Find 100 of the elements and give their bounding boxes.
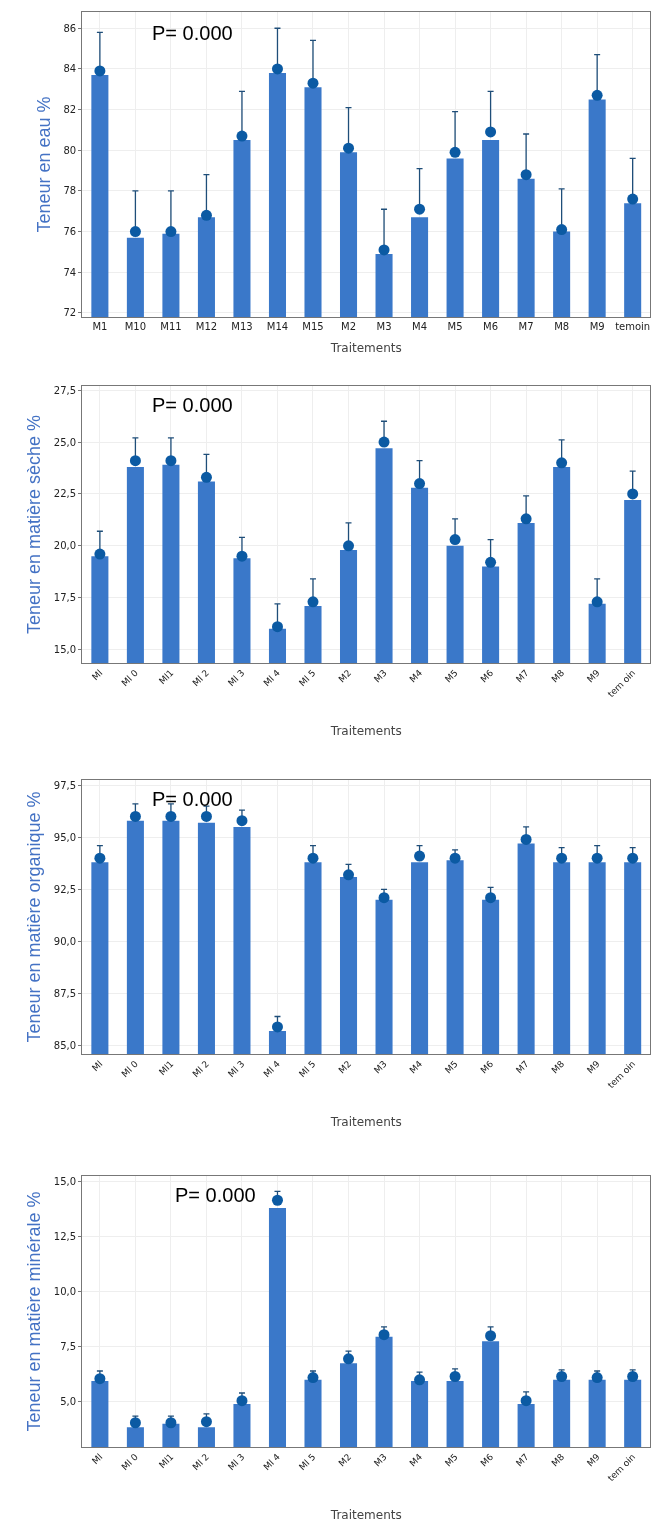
x-tick-label: M6 (478, 1058, 496, 1076)
x-tick-label: Ml 5 (297, 1451, 318, 1473)
x-tick-label: M5 (443, 667, 460, 685)
point (129, 810, 141, 822)
x-tick-label: M3 (376, 321, 392, 332)
point (200, 1416, 212, 1428)
point (94, 65, 106, 77)
x-tick-label: tem oin (605, 667, 638, 700)
point (200, 209, 212, 221)
x-tick-label: M10 (124, 321, 147, 332)
point (343, 540, 355, 552)
x-tick-label: tem oin (605, 1058, 638, 1091)
point (200, 471, 212, 483)
point (520, 833, 532, 845)
y-axis-title: Teneur en matière sèche % (24, 414, 45, 635)
x-tick-label: Ml 0 (119, 1058, 141, 1080)
y-tick-label: 27,5 (53, 384, 77, 396)
point (627, 1371, 639, 1382)
y-tick-label: 15,0 (53, 1176, 77, 1188)
x-tick-label: Ml 5 (297, 667, 318, 689)
y-axis-title: Teneur en eau % (33, 96, 54, 233)
y-tick-label: 87,5 (53, 988, 77, 1000)
point (556, 457, 568, 469)
x-tick-label: M6 (478, 667, 496, 685)
point (520, 513, 532, 525)
y-tick-label: 85,0 (53, 1040, 77, 1052)
x-tick-label: M2 (336, 1451, 354, 1469)
x-tick-label: M8 (549, 1058, 567, 1076)
point (378, 244, 390, 256)
x-tick-label: M3 (372, 1058, 389, 1076)
point (591, 1372, 603, 1384)
x-tick-label: Ml 4 (261, 1058, 283, 1080)
x-tick-label: Ml 2 (190, 1451, 212, 1473)
y-tick-label: 78 (63, 185, 77, 197)
x-tick-label: Ml 0 (119, 667, 141, 689)
point (307, 596, 319, 608)
point (556, 1371, 568, 1382)
y-tick-label: 86 (63, 22, 77, 34)
x-tick-label: Ml (90, 1451, 105, 1467)
y-tick-label: 92,5 (53, 883, 77, 895)
x-tick-label: M3 (372, 667, 389, 685)
x-tick-label: Ml (90, 1058, 105, 1074)
y-tick-label: 76 (63, 226, 77, 238)
point (520, 169, 532, 181)
point (271, 621, 283, 633)
x-tick-label: M2 (336, 1058, 354, 1076)
point (236, 130, 248, 142)
x-tick-label: Ml 2 (190, 667, 212, 689)
y-tick-label: 15,0 (53, 644, 77, 656)
x-tick-label: M3 (372, 1451, 389, 1469)
point (485, 126, 497, 138)
x-tick-label: M7 (514, 1451, 531, 1469)
x-tick-label: M9 (585, 1451, 602, 1469)
x-tick-label: M8 (554, 321, 570, 332)
point (200, 810, 212, 822)
x-tick-label: M8 (549, 667, 567, 685)
point (414, 478, 426, 490)
x-tick-label: M13 (231, 321, 253, 332)
x-tick-label: Ml 5 (297, 1058, 318, 1080)
point (271, 1021, 283, 1033)
point (165, 810, 177, 822)
y-axis-title: Teneur en matière organique % (24, 791, 45, 1043)
x-tick-label: M9 (589, 321, 605, 332)
x-tick-label: M15 (302, 321, 324, 332)
x-tick-label: M1 (92, 321, 108, 332)
x-tick-label: M14 (266, 321, 289, 332)
y-tick-label: 17,5 (53, 592, 77, 604)
y-tick-label: 90,0 (53, 935, 77, 947)
x-tick-label: M2 (341, 321, 357, 332)
y-tick-label: 82 (63, 104, 77, 116)
point (94, 852, 106, 864)
point (449, 146, 461, 158)
x-tick-label: M8 (549, 1451, 567, 1469)
point (449, 1371, 461, 1382)
x-tick-label: M9 (585, 1058, 602, 1076)
x-tick-label: M6 (478, 1451, 496, 1469)
x-tick-label: Ml 3 (226, 667, 247, 689)
point (449, 534, 461, 546)
point (271, 1194, 283, 1206)
x-axis-title: Traitements (329, 1508, 402, 1523)
y-tick-label: 84 (63, 63, 77, 75)
x-tick-label: M7 (514, 667, 531, 685)
point (236, 815, 248, 827)
y-tick-label: 12,5 (53, 1231, 77, 1243)
y-tick-label: 97,5 (53, 779, 77, 791)
point (485, 556, 497, 568)
point (165, 455, 177, 467)
point (129, 1417, 141, 1429)
y-tick-label: 74 (63, 266, 77, 278)
point (591, 852, 603, 864)
x-tick-label: M4 (412, 321, 428, 332)
annotation: P= 0.000 (152, 394, 233, 416)
x-axis-title: Traitements (329, 1115, 402, 1130)
point (343, 1353, 355, 1365)
x-tick-label: Ml1 (157, 1451, 176, 1471)
x-tick-label: Ml 2 (190, 1058, 212, 1080)
point (556, 852, 568, 864)
annotation: P= 0.000 (152, 788, 233, 810)
x-tick-label: Ml1 (157, 667, 176, 687)
y-axis-title: Teneur en matière minérale % (24, 1191, 45, 1432)
